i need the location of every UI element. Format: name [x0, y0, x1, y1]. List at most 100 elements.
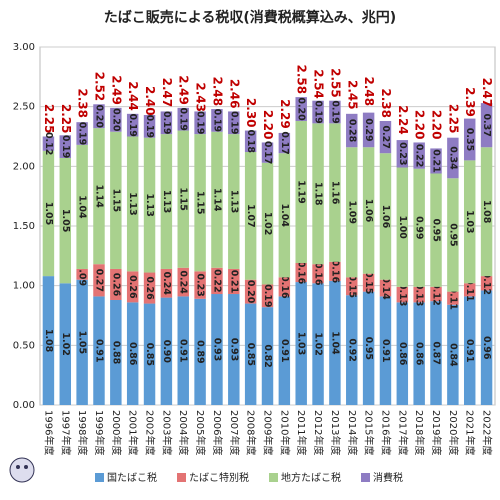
- legend-label: たばこ特別税: [189, 471, 249, 484]
- bar-segment: [379, 153, 392, 280]
- bar-segment: [110, 299, 122, 405]
- bar-segment: [396, 302, 409, 405]
- bar-segment: [59, 283, 72, 405]
- value-label: 1.13: [127, 192, 138, 215]
- value-label: 0.15: [363, 271, 374, 294]
- value-label: 0.27: [380, 125, 391, 148]
- value-label: 0.20: [296, 97, 307, 121]
- value-label: 0.85: [245, 343, 256, 366]
- bar-segment: [447, 178, 459, 292]
- legend-label: 消費税: [373, 471, 403, 484]
- value-label: 1.03: [464, 210, 475, 233]
- y-tick-label: 0.50: [13, 340, 35, 351]
- x-tick-label: 2010年度: [278, 410, 291, 455]
- bar-segment: [312, 123, 324, 265]
- value-label: 0.34: [447, 146, 458, 170]
- bar-segment: [126, 271, 139, 303]
- value-label: 0.20: [245, 280, 256, 304]
- value-label: 0.85: [144, 343, 155, 366]
- bar-segment: [312, 100, 324, 124]
- bar-segment: [362, 273, 375, 292]
- value-label: 0.86: [414, 342, 425, 366]
- value-label: 1.14: [211, 188, 222, 212]
- x-tick-label: 1996年度: [42, 410, 55, 455]
- value-label: 0.12: [431, 282, 442, 305]
- total-label: 2.45: [345, 80, 359, 110]
- bar-segment: [463, 296, 476, 405]
- bar-segment: [312, 264, 324, 284]
- x-tick-label: 1998年度: [76, 410, 89, 455]
- value-label: 0.99: [414, 216, 425, 239]
- total-label: 2.44: [126, 81, 140, 111]
- mascot: [9, 457, 35, 483]
- bar-segment: [110, 131, 122, 269]
- bar-segment: [211, 294, 223, 405]
- bar-segment: [244, 279, 257, 304]
- value-label: 0.16: [313, 262, 324, 286]
- value-label: 0.11: [447, 286, 458, 309]
- value-label: 0.16: [279, 275, 290, 299]
- total-label: 2.38: [379, 88, 393, 118]
- value-label: 0.17: [279, 131, 290, 154]
- value-label: 1.00: [397, 215, 408, 239]
- bar-segment: [480, 147, 493, 277]
- value-label: 1.15: [110, 189, 121, 212]
- bar-segment: [447, 291, 459, 305]
- value-label: 0.19: [195, 111, 206, 134]
- x-tick-label: 2022年度: [481, 410, 494, 455]
- bar-segment: [160, 297, 173, 405]
- value-label: 1.03: [296, 332, 307, 355]
- total-label: 2.48: [210, 76, 224, 106]
- value-label: 1.15: [178, 187, 189, 210]
- x-tick-label: 2007年度: [228, 410, 241, 455]
- x-tick-label: 2008年度: [245, 410, 258, 455]
- bar-segment: [194, 298, 206, 405]
- total-label: 2.20: [413, 110, 427, 140]
- value-label: 1.15: [195, 191, 206, 214]
- bar-segment: [177, 267, 189, 297]
- x-tick-label: 2019年度: [430, 410, 443, 455]
- bar-segment: [346, 113, 358, 148]
- bar-segment: [93, 296, 105, 405]
- bar-segment: [126, 302, 139, 405]
- value-label: 0.16: [296, 261, 307, 285]
- bar-segment: [211, 267, 223, 295]
- bar-segment: [413, 286, 425, 303]
- value-label: 0.20: [93, 104, 104, 128]
- value-label: 0.18: [245, 130, 256, 154]
- bar-segment: [329, 261, 341, 281]
- bar-segment: [362, 112, 375, 148]
- bar-segment: [413, 168, 425, 287]
- total-label: 2.25: [59, 104, 73, 134]
- bar-segment: [295, 120, 307, 263]
- bar-segment: [329, 123, 341, 262]
- bar-segment: [261, 142, 274, 163]
- bar-segment: [396, 286, 409, 303]
- total-label: 2.49: [109, 75, 123, 105]
- bar-segment: [430, 286, 442, 302]
- total-label: 2.58: [295, 65, 309, 95]
- bar-segment: [42, 150, 55, 277]
- value-label: 0.82: [262, 344, 273, 367]
- value-label: 0.19: [329, 100, 340, 123]
- bar-segment: [329, 280, 341, 405]
- bar-segment: [379, 279, 392, 297]
- value-label: 0.22: [211, 269, 222, 292]
- y-tick-label: 2.50: [13, 102, 35, 113]
- x-tick-label: 2016年度: [379, 410, 392, 455]
- bar-segment: [278, 132, 291, 154]
- chart-title: たばこ販売による税収(消費税概算込み、兆円): [104, 9, 396, 26]
- value-label: 0.23: [195, 273, 206, 296]
- bar-segment: [160, 268, 173, 298]
- value-label: 0.91: [464, 339, 475, 362]
- value-label: 0.95: [431, 218, 442, 241]
- value-label: 0.84: [447, 343, 458, 367]
- bar-segment: [194, 111, 206, 135]
- value-label: 0.12: [481, 272, 492, 295]
- bar-segment: [126, 136, 139, 272]
- value-label: 1.05: [43, 202, 54, 225]
- value-label: 0.90: [161, 340, 172, 364]
- value-label: 1.07: [245, 204, 256, 227]
- value-label: 0.23: [397, 142, 408, 165]
- value-label: 0.95: [447, 223, 458, 246]
